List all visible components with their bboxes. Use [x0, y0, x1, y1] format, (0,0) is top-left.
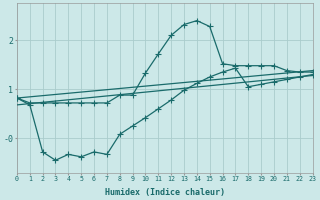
X-axis label: Humidex (Indice chaleur): Humidex (Indice chaleur)	[105, 188, 225, 197]
